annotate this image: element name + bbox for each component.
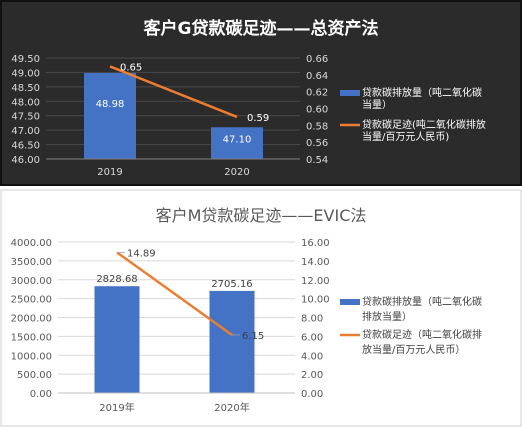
chart-g-legend-label: 贷款碳足迹(吨二氧化碳排放 <box>362 118 486 131</box>
chart-g-right-tick-label: 0.58 <box>306 121 328 132</box>
chart-m-background <box>0 189 522 427</box>
chart-m-right-tick-label: 10.00 <box>301 295 330 306</box>
chart-m-legend-label: 贷款碳足迹（吨二氧化碳排 <box>362 328 482 341</box>
chart-g-left-tick-label: 49.00 <box>11 68 40 79</box>
chart-m-title: 客户M贷款碳足迹——EVIC法 <box>156 206 367 225</box>
chart-g-bar <box>211 127 263 159</box>
chart-g-left-tick-label: 46.00 <box>11 155 40 166</box>
chart-m-x-tick-label: 2019年 <box>99 401 134 414</box>
chart-g-bars: 48.98 47.10 <box>84 73 263 159</box>
chart-m-line-label: 14.89 <box>127 248 156 259</box>
chart-m-right-tick-label: 12.00 <box>301 276 330 287</box>
chart-g-left-tick-label: 48.50 <box>11 83 40 94</box>
chart-m-right-tick-label: 6.00 <box>301 332 323 343</box>
chart-g-legend-swatch-bar <box>340 90 360 96</box>
chart-g-legend-label: 当量） <box>362 98 392 111</box>
chart-m-bar-label: 2705.16 <box>211 279 252 290</box>
chart-g-right-tick-label: 0.56 <box>306 138 328 149</box>
chart-g-left-tick-label: 46.50 <box>11 141 40 152</box>
chart-g-right-tick-label: 0.64 <box>306 71 328 82</box>
chart-g-right-tick-label: 0.62 <box>306 88 328 99</box>
chart-g-left-tick-label: 47.50 <box>11 112 40 123</box>
chart-m-line-series <box>116 251 233 336</box>
chart-g-legend-label: 贷款碳排放量（吨二氧化碳 <box>362 86 482 99</box>
chart-m-bar <box>94 286 140 393</box>
chart-m-line: 14.89 6.15 <box>116 248 264 342</box>
chart-m-left-tick-label: 1500.00 <box>11 332 52 343</box>
chart-g-right-axis: 0.66 0.64 0.62 0.60 0.58 0.56 0.54 <box>306 54 328 166</box>
chart-m-legend-label: 放当量/百万元人民币） <box>362 343 465 356</box>
chart-g-x-tick-label: 2019 <box>97 167 122 178</box>
chart-m-line-label: 6.15 <box>242 331 264 342</box>
chart-g-bar-label: 48.98 <box>96 99 125 110</box>
chart-m-right-tick-label: 0.00 <box>301 389 323 400</box>
chart-m-right-tick-label: 14.00 <box>301 257 330 268</box>
chart-m-left-tick-label: 2500.00 <box>11 295 52 306</box>
chart-m-right-tick-label: 4.00 <box>301 351 323 362</box>
chart-m-left-tick-label: 0.00 <box>30 389 52 400</box>
chart-g-left-tick-label: 49.50 <box>11 54 40 65</box>
chart-m-legend-label: 排放当量） <box>362 310 412 323</box>
chart-m-right-tick-label: 8.00 <box>301 314 323 325</box>
chart-g-legend-label: 当量/百万元人民币) <box>362 130 449 143</box>
chart-m-left-tick-label: 500.00 <box>17 370 52 381</box>
chart-g-right-tick-label: 0.66 <box>306 54 328 65</box>
chart-m-x-tick-label: 2020年 <box>214 401 249 414</box>
chart-g-x-tick-label: 2020 <box>224 167 249 178</box>
chart-g-line-label: 0.59 <box>247 113 269 124</box>
chart-g-line-series <box>109 65 238 119</box>
chart-g-bar <box>84 73 136 159</box>
chart-m-legend-label: 贷款碳排放量（吨二氧化碳 <box>362 295 482 308</box>
chart-g: 客户G贷款碳足迹——总资产法 49.50 49.00 48.50 48.00 47.50… <box>0 0 522 186</box>
chart-m-right-tick-label: 2.00 <box>301 370 323 381</box>
chart-m-right-tick-label: 16.00 <box>301 238 330 249</box>
chart-g-left-tick-label: 48.00 <box>11 97 40 108</box>
chart-g-title: 客户G贷款碳足迹——总资产法 <box>143 18 379 39</box>
chart-g-right-tick-label: 0.54 <box>306 155 328 166</box>
chart-m-left-tick-label: 2000.00 <box>11 314 52 325</box>
chart-m-left-tick-label: 3000.00 <box>11 276 52 287</box>
chart-m-left-axis: 4000.00 3500.00 3000.00 2500.00 2000.00 1500.… <box>11 238 52 400</box>
chart-g-right-tick-label: 0.60 <box>306 105 328 116</box>
chart-g-frame <box>0 0 522 186</box>
chart-g-line: 0.65 0.59 <box>109 62 269 124</box>
chart-m-right-axis: 16.00 14.00 12.00 10.00 8.00 6.00 4.00 2.00 0.00 <box>301 238 330 400</box>
chart-g-left-tick-label: 47.00 <box>11 126 40 137</box>
chart-g-bar-label: 47.10 <box>223 134 252 145</box>
chart-m-legend-swatch-bar <box>340 299 360 305</box>
chart-g-x-axis: 2019 2020 <box>46 158 300 178</box>
chart-m-bar <box>209 290 255 393</box>
chart-g-line-label: 0.65 <box>120 62 142 73</box>
chart-m-bar-label: 2828.68 <box>96 274 137 285</box>
chart-m-x-axis: 2019年 2020年 <box>58 392 295 414</box>
chart-m-left-tick-label: 1000.00 <box>11 351 52 362</box>
chart-m-bars: 2828.68 2705.16 <box>94 274 255 393</box>
chart-m-left-tick-label: 3500.00 <box>11 257 52 268</box>
chart-m: 客户M贷款碳足迹——EVIC法 4000.00 3500.00 3000.00 250… <box>0 189 522 427</box>
chart-m-left-tick-label: 4000.00 <box>11 238 52 249</box>
chart-g-left-axis: 49.50 49.00 48.50 48.00 47.50 47.00 46.50 46.00 <box>11 54 40 166</box>
